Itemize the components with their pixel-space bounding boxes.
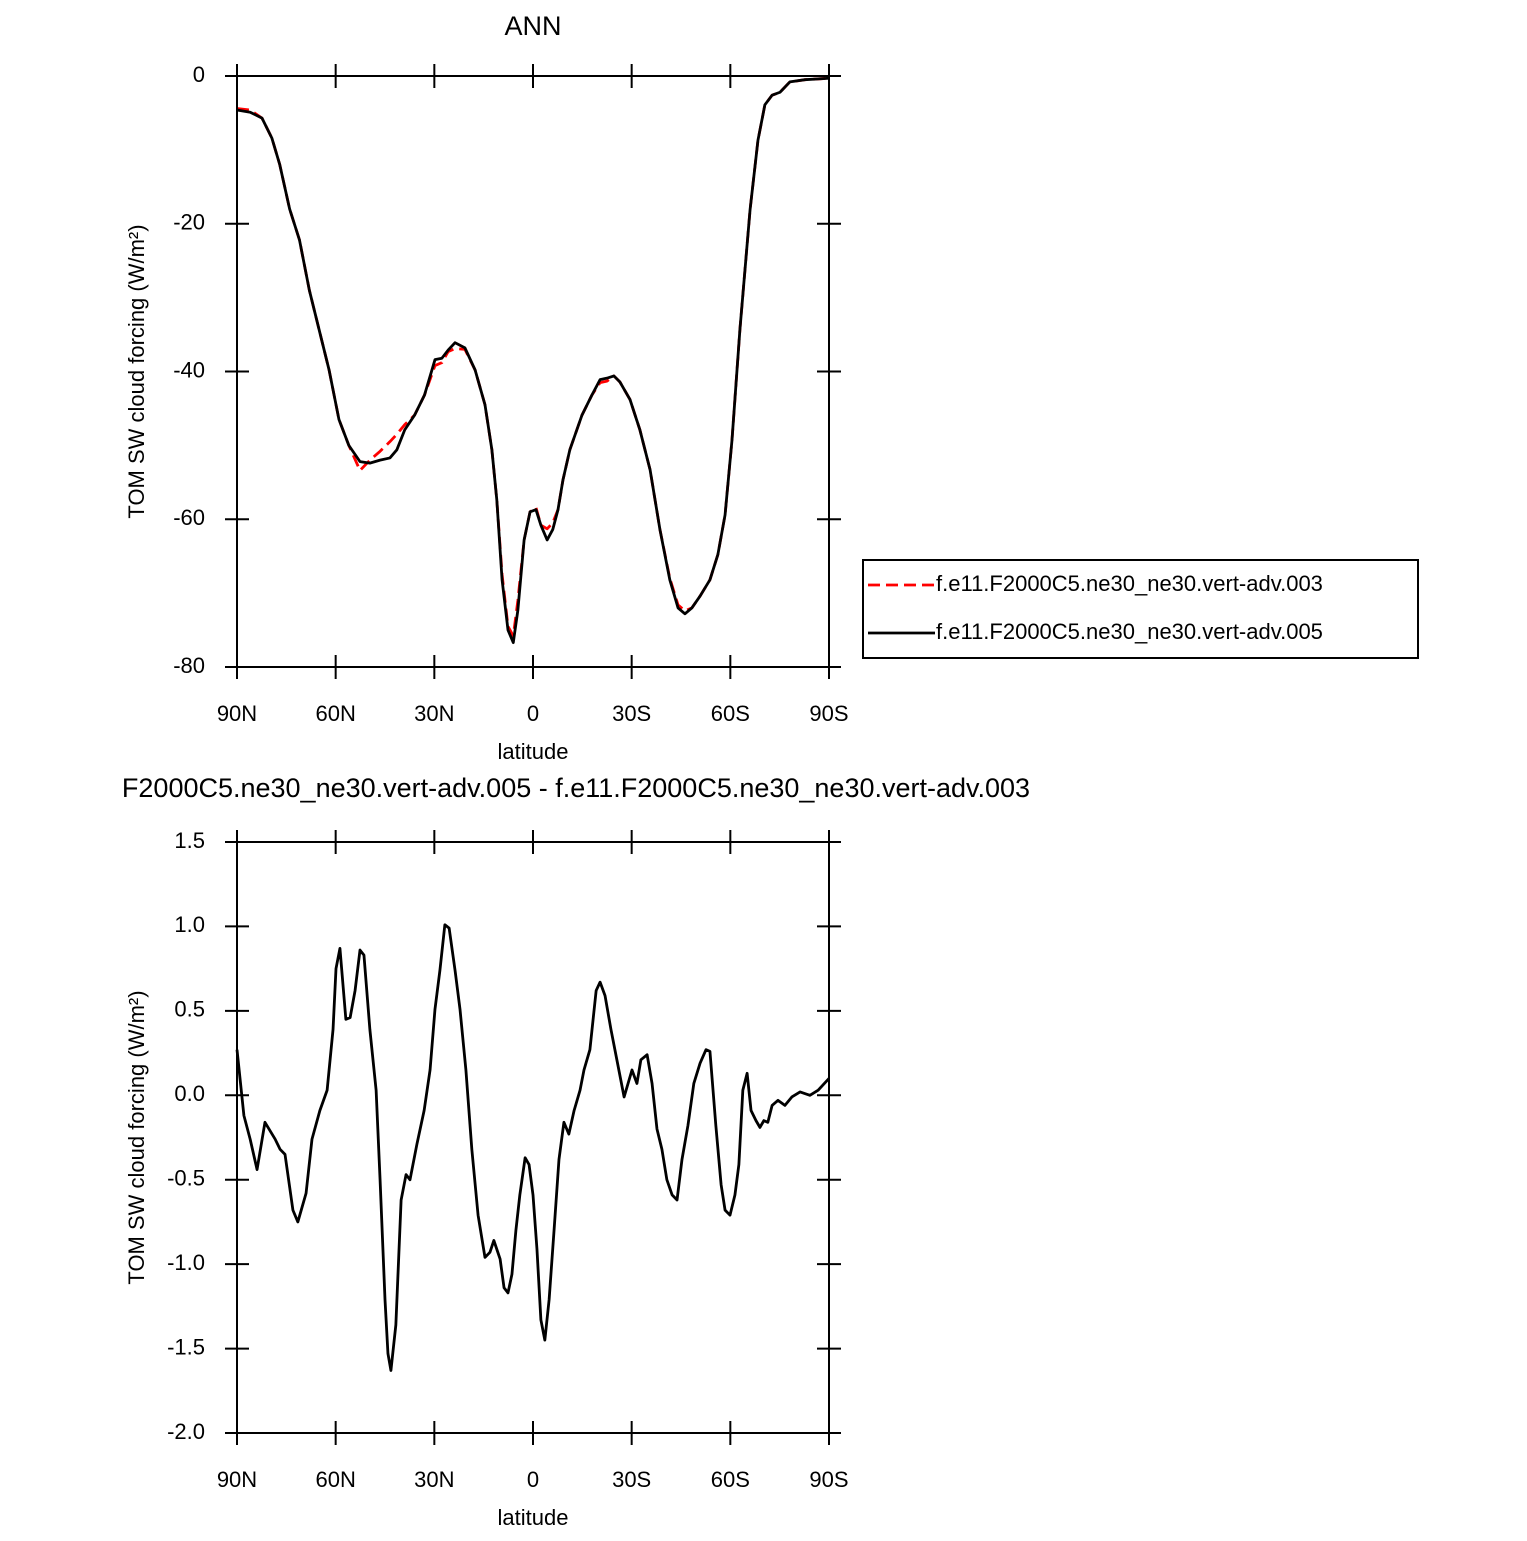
plot-frame	[236, 841, 830, 1434]
y-tick-label: 0	[193, 62, 205, 87]
y-axis-label: TOM SW cloud forcing (W/m²)	[124, 990, 149, 1284]
data-line	[236, 76, 830, 638]
legend-box	[862, 559, 1419, 659]
x-tick-label: 60N	[315, 1467, 355, 1492]
x-axis-label: latitude	[498, 739, 569, 764]
x-tick-label: 0	[527, 1467, 539, 1492]
chart-title: F2000C5.ne30_ne30.vert-adv.005 - f.e11.F…	[122, 773, 1030, 803]
legend: f.e11.F2000C5.ne30_ne30.vert-adv.003 f.e1…	[862, 559, 1419, 659]
x-tick-label: 0	[527, 701, 539, 726]
x-tick-label: 90N	[217, 701, 257, 726]
y-tick-label: 1.5	[174, 828, 205, 853]
x-tick-label: 90S	[809, 701, 848, 726]
y-tick-label: -0.5	[167, 1166, 205, 1191]
y-tick-label: -40	[173, 357, 205, 382]
y-tick-label: -80	[173, 653, 205, 678]
y-tick-label: -1.5	[167, 1334, 205, 1359]
y-axis-label: TOM SW cloud forcing (W/m²)	[124, 224, 149, 518]
x-tick-label: 60N	[315, 701, 355, 726]
y-tick-label: 0.5	[174, 997, 205, 1022]
x-tick-label: 30N	[414, 1467, 454, 1492]
y-tick-label: -60	[173, 505, 205, 530]
data-line	[235, 923, 831, 1372]
x-tick-label: 90S	[809, 1467, 848, 1492]
x-tick-label: 30N	[414, 701, 454, 726]
x-tick-label: 60S	[711, 701, 750, 726]
data-line	[236, 76, 830, 645]
x-axis-label: latitude	[498, 1505, 569, 1530]
x-tick-label: 90N	[217, 1467, 257, 1492]
y-tick-label: 1.0	[174, 912, 205, 937]
y-tick-label: -1.0	[167, 1250, 205, 1275]
x-tick-label: 30S	[612, 701, 651, 726]
legend-label: f.e11.F2000C5.ne30_ne30.vert-adv.003	[936, 571, 1323, 596]
chart-title: ANN	[504, 11, 561, 41]
x-tick-label: 60S	[711, 1467, 750, 1492]
plot-frame	[236, 75, 830, 668]
y-tick-label: -2.0	[167, 1419, 205, 1444]
y-tick-label: 0.0	[174, 1081, 205, 1106]
legend-label: f.e11.F2000C5.ne30_ne30.vert-adv.005	[936, 619, 1323, 644]
x-tick-label: 30S	[612, 1467, 651, 1492]
y-tick-label: -20	[173, 210, 205, 235]
